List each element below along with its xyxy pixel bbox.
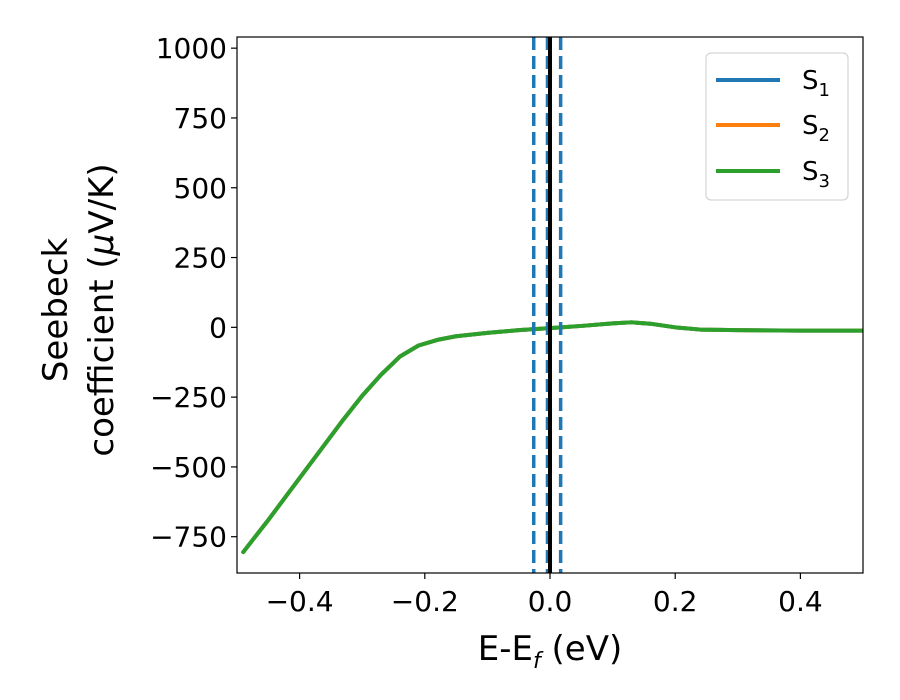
y-tick-label: 750 xyxy=(174,102,227,135)
legend-label-s1: S1 xyxy=(802,66,830,101)
x-tick-label: 0.0 xyxy=(528,585,573,618)
y-axis-label: Seebeck coefficient (μV/K) xyxy=(36,163,122,456)
y-tick-label: −500 xyxy=(150,451,227,484)
x-tick-label: 0.2 xyxy=(653,585,698,618)
y-tick-label: −250 xyxy=(150,381,227,414)
legend-label-s2: S2 xyxy=(802,111,830,146)
y-axis-ticks: −750 −500 −250 0 250 500 750 1000 xyxy=(150,32,237,554)
y-tick-label: −750 xyxy=(150,521,227,554)
y-tick-label: 1000 xyxy=(156,32,227,65)
legend-label-s3: S3 xyxy=(802,157,830,192)
series-line-s2 xyxy=(241,320,863,555)
x-axis-ticks: −0.4 −0.2 0.0 0.2 0.4 xyxy=(266,573,823,618)
y-axis-label-line1: Seebeck xyxy=(36,238,76,383)
x-tick-label: −0.4 xyxy=(266,585,334,618)
x-tick-label: −0.2 xyxy=(391,585,459,618)
x-tick-label: 0.4 xyxy=(778,585,823,618)
y-tick-label: 250 xyxy=(174,242,227,275)
series-line-s1 xyxy=(241,320,863,555)
series-layer xyxy=(241,320,863,555)
y-tick-label: 0 xyxy=(209,311,227,344)
legend: S1 S2 S3 xyxy=(705,52,849,201)
series-line-s3 xyxy=(241,320,863,555)
y-axis-label-line2: coefficient (μV/K) xyxy=(82,163,122,456)
vertical-lines-layer xyxy=(531,37,563,573)
x-axis-label: E-Ef (eV) xyxy=(478,629,623,674)
y-tick-label: 500 xyxy=(174,172,227,205)
